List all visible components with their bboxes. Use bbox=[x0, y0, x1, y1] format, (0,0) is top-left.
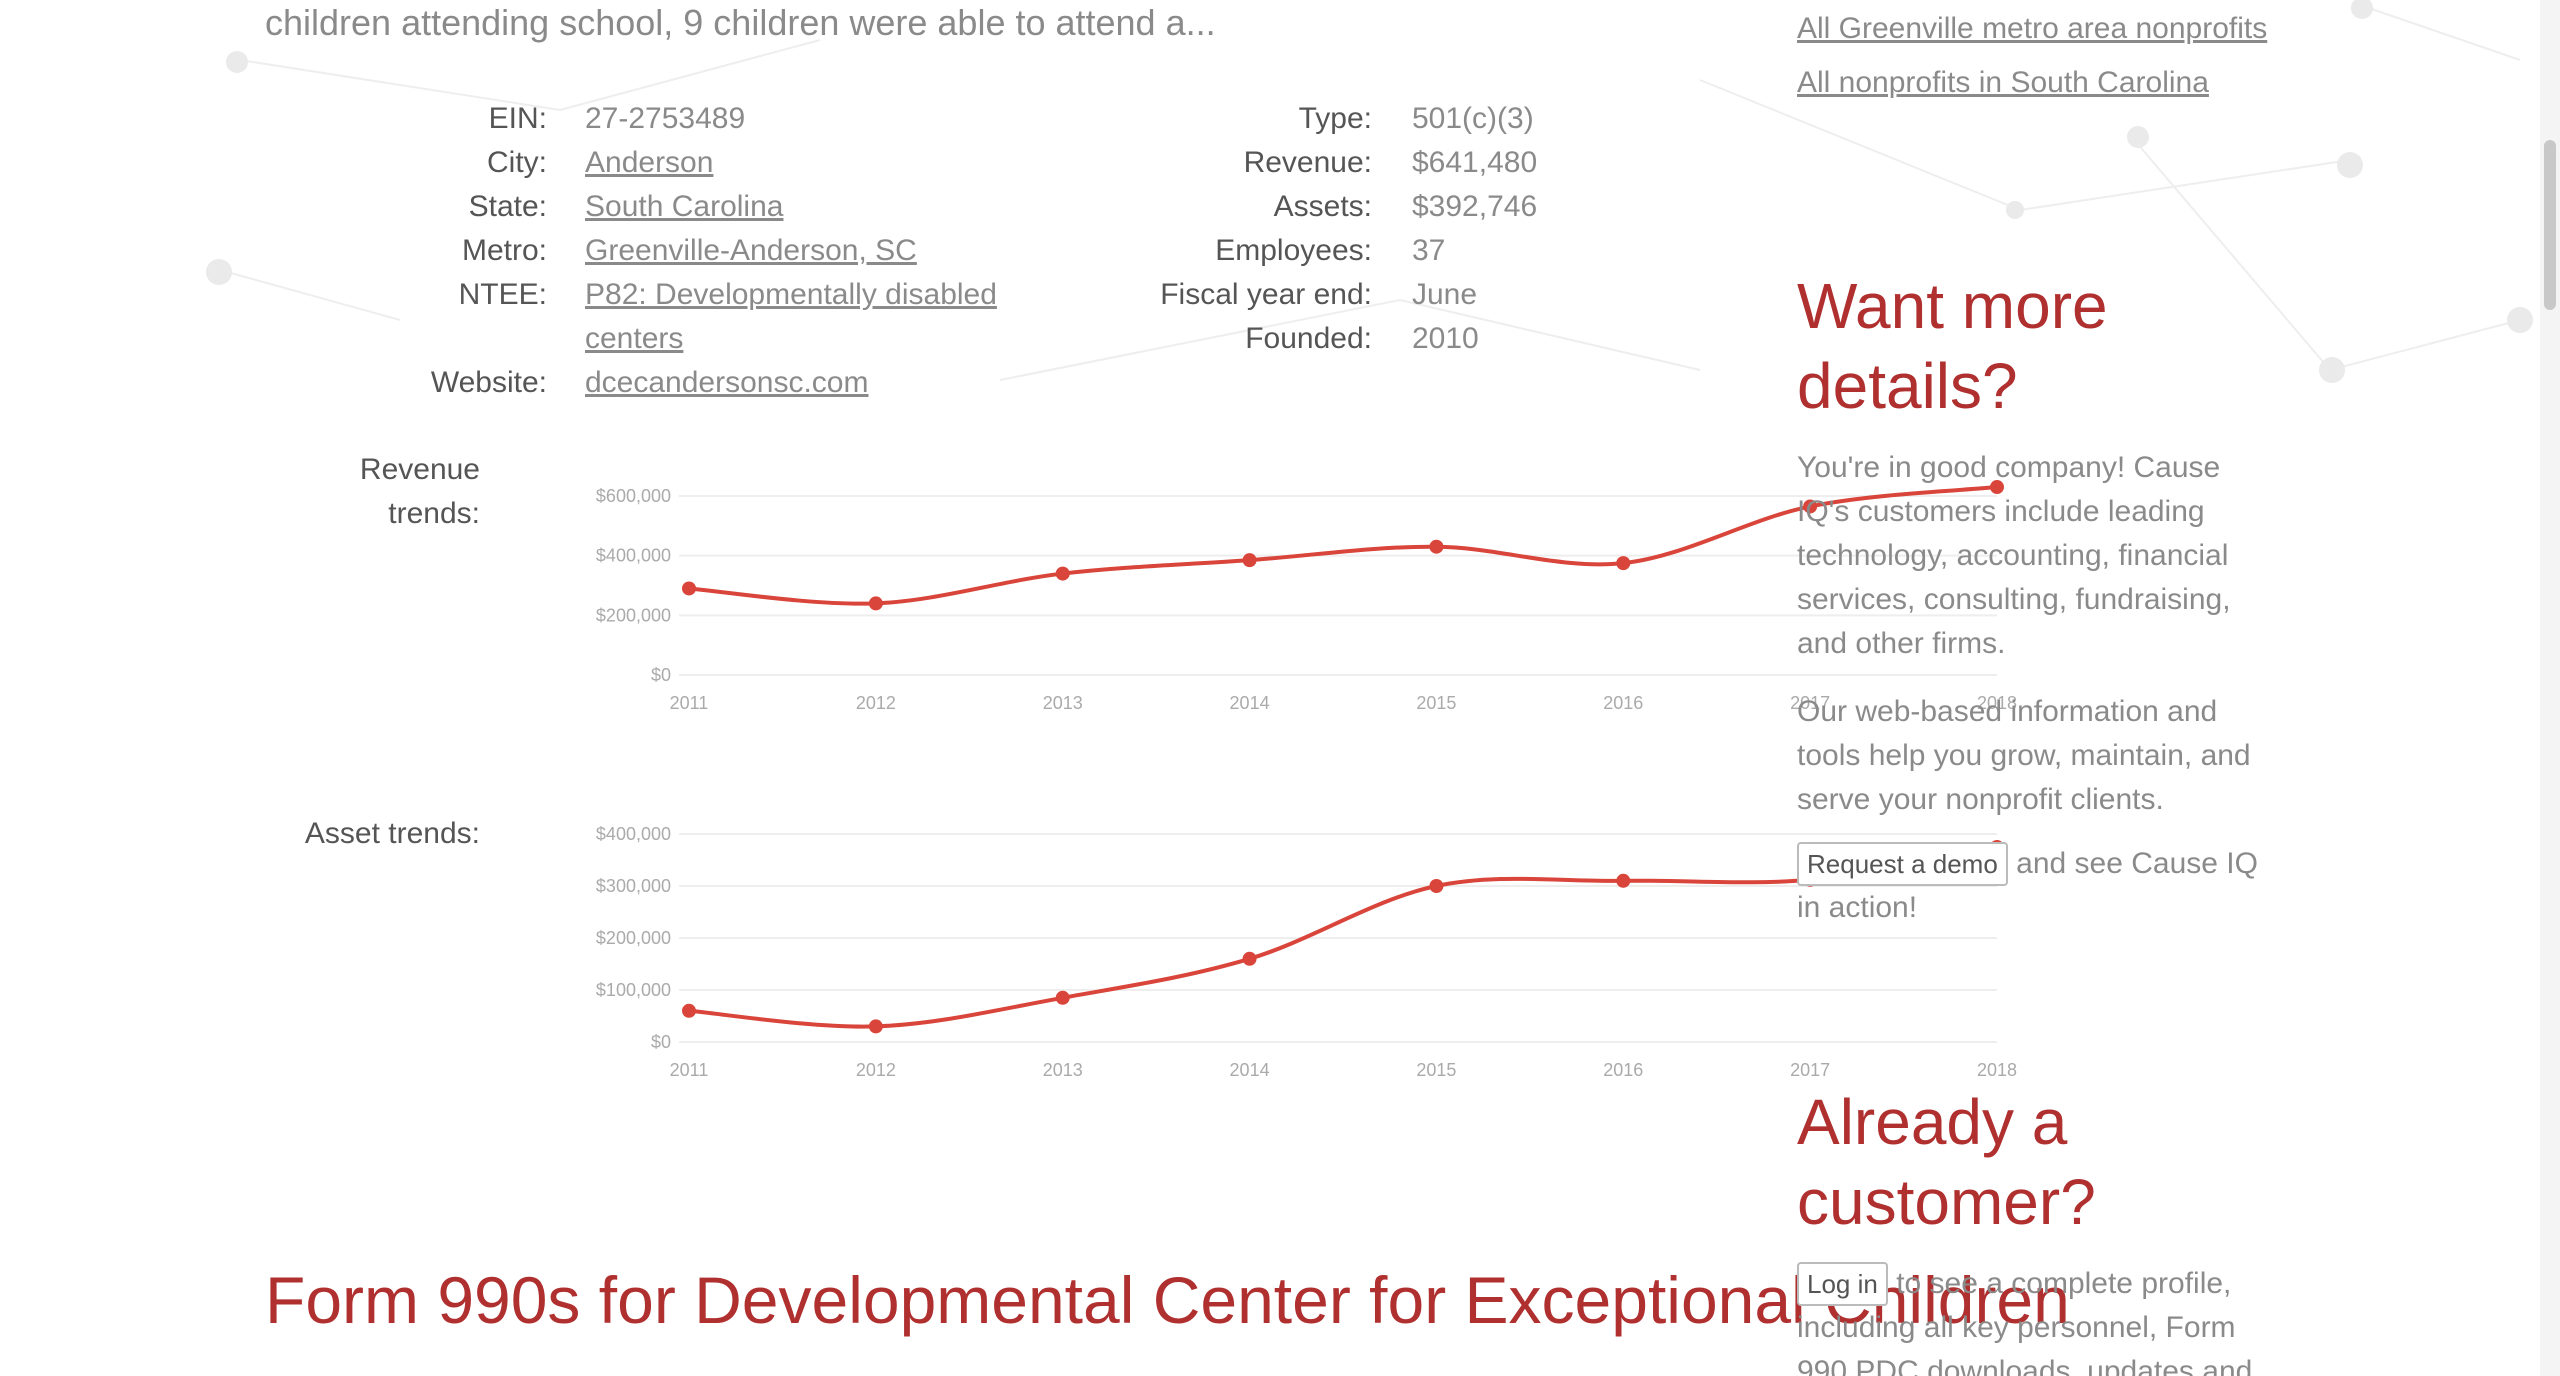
greenville-nonprofits-link[interactable]: All Greenville metro area nonprofits bbox=[1797, 12, 2268, 45]
y-tick-label: $400,000 bbox=[596, 824, 671, 844]
data-point[interactable] bbox=[1616, 873, 1631, 888]
data-point[interactable] bbox=[1803, 499, 1818, 514]
demo-row: Request a demo and see Cause IQ in actio… bbox=[1797, 842, 2277, 930]
y-tick-label: $200,000 bbox=[596, 605, 671, 625]
asset-trends-label: Asset trends: bbox=[304, 817, 480, 850]
login-button[interactable]: Log in bbox=[1797, 1262, 1888, 1306]
y-tick-label: $600,000 bbox=[596, 486, 671, 506]
x-tick-label: 2013 bbox=[1043, 693, 1083, 713]
data-point[interactable] bbox=[1055, 990, 1070, 1005]
fact-fiscal-year-end: Fiscal year end: June bbox=[265, 273, 1477, 317]
fact-employees: Employees: 37 bbox=[265, 229, 1445, 273]
x-tick-label: 2018 bbox=[1977, 693, 2017, 713]
data-point[interactable] bbox=[868, 1019, 883, 1034]
data-point[interactable] bbox=[1616, 556, 1631, 571]
login-row: Log in to see a complete profile, includ… bbox=[1797, 1262, 2277, 1376]
description-teaser: children attending school, 9 children we… bbox=[265, 2, 1216, 43]
fact-label: Assets: bbox=[1273, 190, 1372, 223]
scrollbar-thumb[interactable] bbox=[2544, 140, 2556, 310]
revenue-trends-chart: $0 $200,000 $400,000 $600,000 2011 2012 2013 20… bbox=[596, 480, 2017, 713]
x-tick-label: 2017 bbox=[1790, 693, 1830, 713]
fact-state: State: South Carolina bbox=[265, 185, 784, 229]
x-tick-label: 2012 bbox=[856, 1060, 896, 1080]
want-more-details-heading: Want more details? bbox=[1797, 270, 2108, 422]
x-tick-label: 2014 bbox=[1230, 1060, 1270, 1080]
fact-value: $392,746 bbox=[1412, 190, 1538, 223]
y-tick-label: $200,000 bbox=[596, 928, 671, 948]
fact-label: Metro: bbox=[461, 234, 547, 267]
login-after-text: to see a complete profile, including all… bbox=[1797, 1267, 2253, 1376]
data-point[interactable] bbox=[1990, 480, 2004, 495]
city-link[interactable]: Anderson bbox=[585, 146, 714, 179]
fact-value: 501(c)(3) bbox=[1412, 102, 1534, 135]
asset-trends-chart: $0 $100,000 $200,000 $300,000 $400,000 2011 20… bbox=[596, 824, 2017, 1080]
x-tick-label: 2014 bbox=[1230, 693, 1270, 713]
form-990-heading: Form 990s for Developmental Center for E… bbox=[265, 1263, 2070, 1337]
x-tick-label: 2011 bbox=[670, 693, 709, 713]
website-link[interactable]: dcecandersonsc.com bbox=[585, 366, 869, 399]
revenue-trends-label: Revenue trends: bbox=[359, 453, 480, 530]
request-demo-button[interactable]: Request a demo bbox=[1797, 842, 2008, 886]
ntee-link[interactable]: P82: Developmentally disabled centers bbox=[585, 278, 997, 355]
scrollbar[interactable] bbox=[2540, 0, 2560, 1376]
data-point[interactable] bbox=[682, 581, 696, 596]
fact-assets: Assets: $392,746 bbox=[265, 185, 1538, 229]
data-point[interactable] bbox=[1055, 566, 1070, 581]
x-tick-label: 2016 bbox=[1603, 1060, 1643, 1080]
x-tick-label: 2017 bbox=[1790, 1060, 1830, 1080]
fact-revenue: Revenue: $641,480 bbox=[265, 141, 1538, 185]
fact-value: 27-2753489 bbox=[585, 102, 746, 135]
fact-ein: EIN: 27-2753489 bbox=[265, 97, 746, 141]
already-customer-heading: Already a customer? bbox=[1797, 1086, 2096, 1238]
y-tick-label: $0 bbox=[651, 665, 671, 685]
fact-type: Type: 501(c)(3) bbox=[265, 97, 1534, 141]
data-point[interactable] bbox=[868, 596, 883, 611]
y-tick-label: $300,000 bbox=[596, 876, 671, 896]
data-point[interactable] bbox=[1242, 951, 1257, 966]
x-tick-label: 2015 bbox=[1416, 1060, 1456, 1080]
fact-label: State: bbox=[468, 190, 547, 223]
x-tick-label: 2018 bbox=[1977, 1060, 2017, 1080]
fact-ntee: NTEE: P82: Developmentally disabled cent… bbox=[265, 273, 1005, 361]
fact-value: $641,480 bbox=[1412, 146, 1538, 179]
series-line bbox=[688, 485, 1998, 606]
fact-label: NTEE: bbox=[458, 278, 547, 311]
x-tick-label: 2013 bbox=[1043, 1060, 1083, 1080]
x-tick-label: 2011 bbox=[670, 1060, 709, 1080]
x-tick-label: 2015 bbox=[1416, 693, 1456, 713]
state-link[interactable]: South Carolina bbox=[585, 190, 784, 223]
y-tick-label: $0 bbox=[651, 1032, 671, 1052]
data-point[interactable] bbox=[1429, 539, 1444, 554]
fact-city: City: Anderson bbox=[265, 141, 713, 185]
data-point[interactable] bbox=[1242, 553, 1257, 568]
south-carolina-nonprofits-link[interactable]: All nonprofits in South Carolina bbox=[1797, 66, 2209, 99]
fact-label: City: bbox=[487, 146, 547, 179]
fact-founded: Founded: 2010 bbox=[265, 317, 1479, 361]
y-tick-label: $400,000 bbox=[596, 546, 671, 566]
fact-label: Type: bbox=[1298, 102, 1372, 135]
data-point[interactable] bbox=[682, 1003, 696, 1018]
x-tick-label: 2016 bbox=[1603, 693, 1643, 713]
demo-after-text: and see Cause IQ in action! bbox=[1797, 847, 2258, 924]
fact-website: Website: dcecandersonsc.com bbox=[265, 361, 869, 405]
fact-value: 37 bbox=[1412, 234, 1446, 267]
fact-label: Revenue: bbox=[1243, 146, 1372, 179]
tools-text: Our web-based information and tools help… bbox=[1797, 695, 2251, 816]
data-point[interactable] bbox=[1429, 879, 1444, 893]
x-tick-label: 2012 bbox=[856, 693, 896, 713]
fact-value: 2010 bbox=[1412, 322, 1479, 355]
fact-label: Employees: bbox=[1215, 234, 1372, 267]
fact-label: Founded: bbox=[1245, 322, 1372, 355]
series-line bbox=[688, 845, 1998, 1029]
fact-label: EIN: bbox=[488, 102, 547, 135]
fact-metro: Metro: Greenville-Anderson, SC bbox=[265, 229, 917, 273]
fact-value: June bbox=[1412, 278, 1478, 311]
fact-label: Fiscal year end: bbox=[1160, 278, 1372, 311]
want-more-details-text: You're in good company! Cause IQ's custo… bbox=[1797, 451, 2231, 660]
fact-label: Website: bbox=[430, 366, 547, 399]
y-tick-label: $100,000 bbox=[596, 980, 671, 1000]
metro-link[interactable]: Greenville-Anderson, SC bbox=[585, 234, 917, 267]
